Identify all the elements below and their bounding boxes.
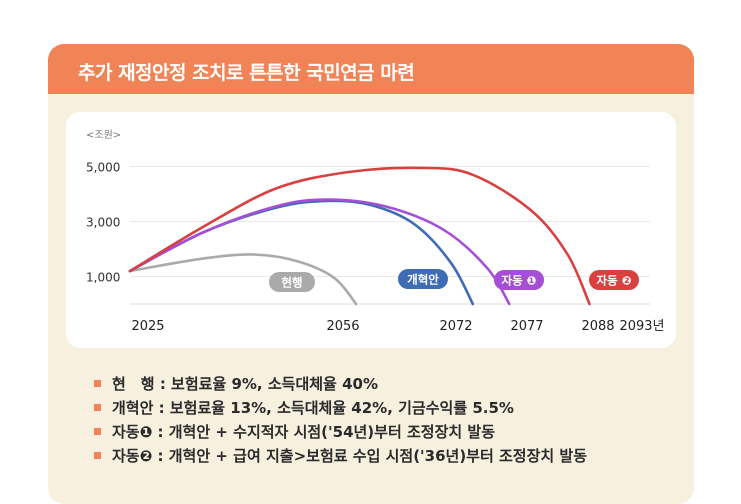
x-tick-label: 2072 xyxy=(439,319,472,334)
y-tick-label: 5,000 xyxy=(86,161,120,175)
note-auto2-label: 자동❷ : 개혁안 + 급여 지출>보험료 수입 시점('36년)부터 조정장치… xyxy=(112,447,588,465)
bullet-icon xyxy=(94,428,101,435)
y-tick-label: 3,000 xyxy=(86,216,120,230)
title-bar xyxy=(48,44,694,94)
chart-panel xyxy=(66,112,676,348)
legend-notes: 현 행 : 보험료율 9%, 소득대체율 40% 개혁안 : 보험료율 13%,… xyxy=(94,372,588,468)
x-tick-label: 2056 xyxy=(326,319,359,334)
series-reform-label-bg xyxy=(398,269,448,289)
series-auto1-label-bg xyxy=(494,270,544,290)
note-current-label: 현 행 : 보험료율 9%, 소득대체율 40% xyxy=(112,375,378,393)
series-current-line xyxy=(128,253,358,306)
x-tick-label: 2025 xyxy=(131,319,164,334)
x-tick-label: 2077 xyxy=(510,319,543,334)
x-tick-label: 2093년 xyxy=(619,319,664,334)
series-auto2-line xyxy=(128,166,591,306)
y-tick-label: 1,000 xyxy=(86,271,120,285)
series-current-label-bg xyxy=(269,272,315,292)
page-title: 추가 재정안정 조치로 튼튼한 국민연금 마련 xyxy=(78,62,415,84)
series-auto2-label: 자동 ❷ xyxy=(597,274,632,288)
bullet-icon xyxy=(94,404,101,411)
note-reform: 개혁안 : 보험료율 13%, 소득대체율 42%, 기금수익률 5.5% xyxy=(94,396,587,420)
note-current: 현 행 : 보험료율 9%, 소득대체율 40% xyxy=(94,372,587,396)
series-auto1-label: 자동 ❶ xyxy=(502,274,537,288)
series-reform-label: 개혁안 xyxy=(407,273,439,287)
series-auto1-line xyxy=(128,198,511,306)
bullet-icon xyxy=(94,452,101,459)
note-reform-label: 개혁안 : 보험료율 13%, 소득대체율 42%, 기금수익률 5.5% xyxy=(112,399,514,417)
note-auto1-label: 자동❶ : 개혁안 + 수지적자 시점('54년)부터 조정장치 발동 xyxy=(112,423,496,441)
note-auto1: 자동❶ : 개혁안 + 수지적자 시점('54년)부터 조정장치 발동 xyxy=(94,420,587,444)
x-tick-label: 2088 xyxy=(581,319,614,334)
unit-label: <조원> xyxy=(86,129,121,141)
series-auto2-label-bg xyxy=(589,270,639,290)
note-auto2: 자동❷ : 개혁안 + 급여 지출>보험료 수입 시점('36년)부터 조정장치… xyxy=(94,444,588,468)
series-current-label: 현행 xyxy=(281,276,302,290)
fund-balance-chart: <조원> 1,000 3,000 5,000 2025 2056 2072 2077 2088 2… xyxy=(86,129,665,334)
bullet-icon xyxy=(94,380,101,387)
